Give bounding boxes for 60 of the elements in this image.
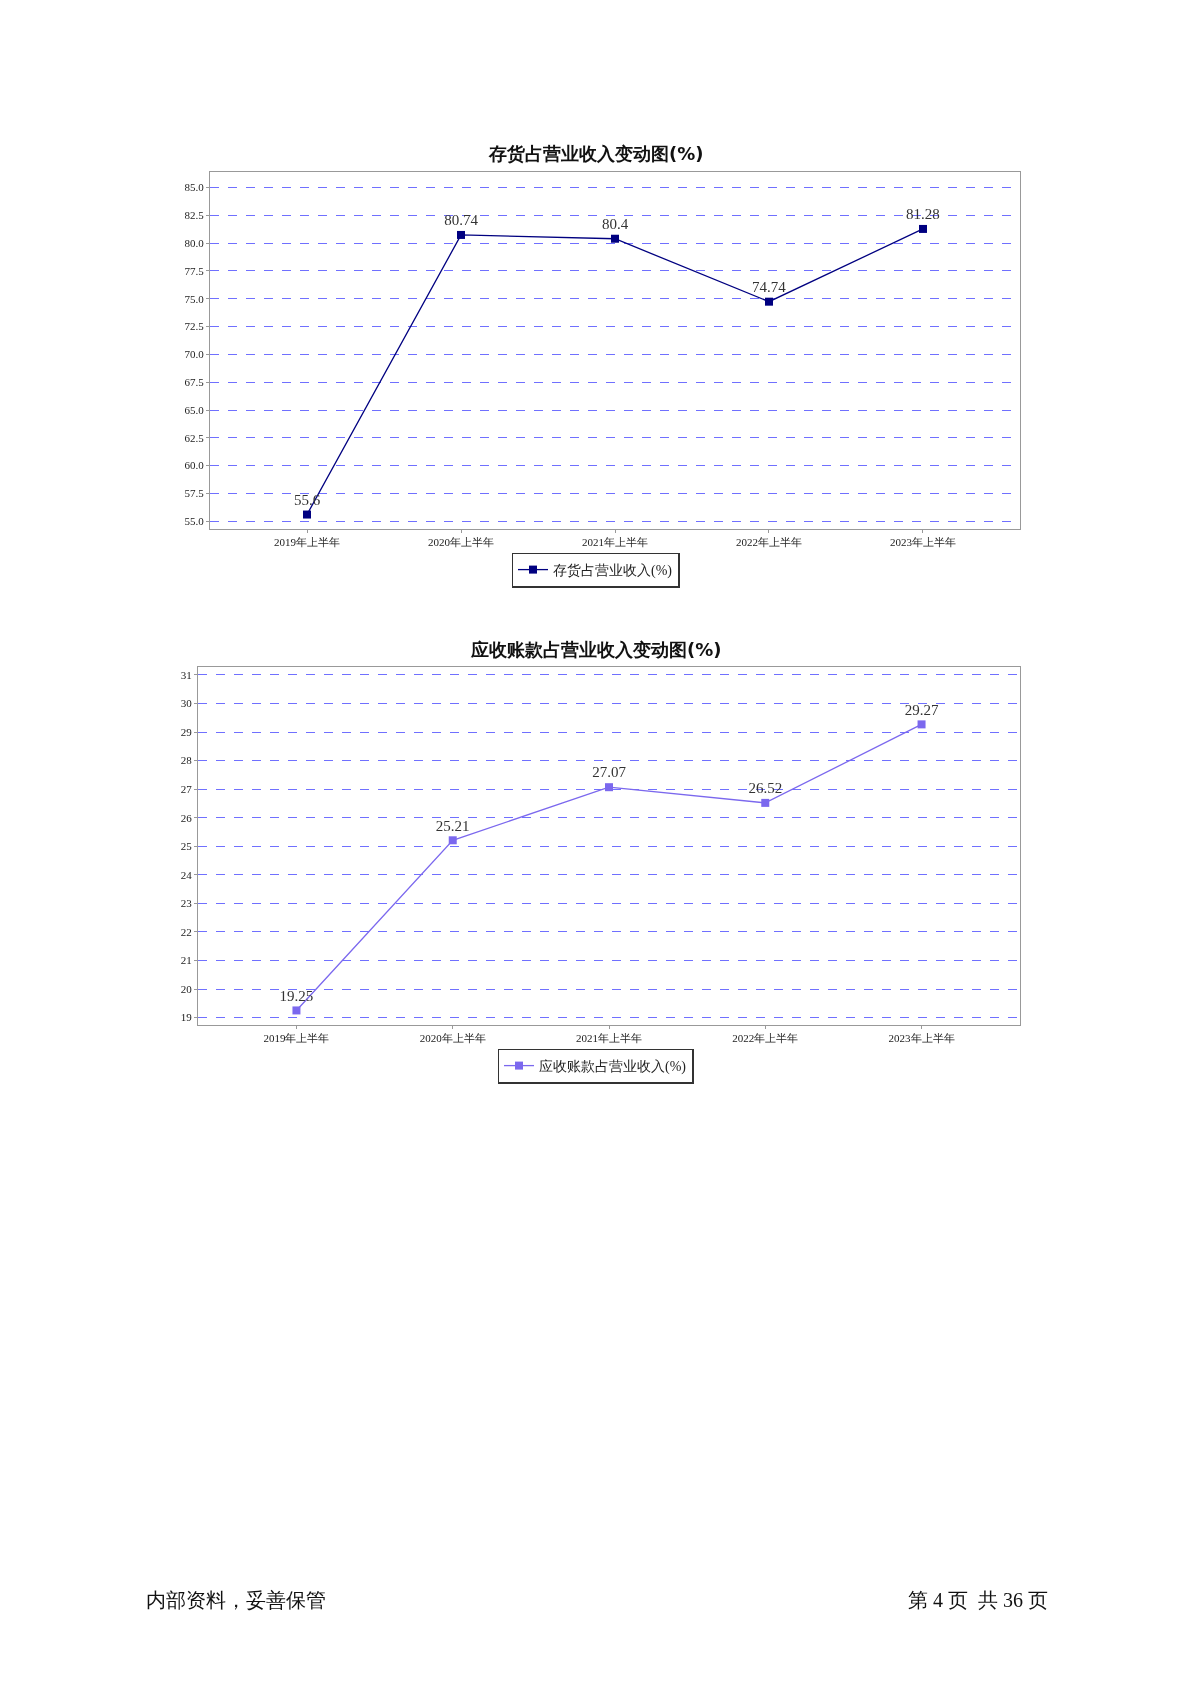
y-tick-label: 65.0: [184, 403, 205, 416]
point: [303, 510, 312, 519]
chart-title: 存货占营业收入变动图(%): [488, 143, 704, 164]
x-tick-label: 2021年上半年: [576, 1032, 642, 1045]
y-tick-label: 20: [180, 982, 193, 995]
point: [917, 720, 926, 729]
y-tick-label: 24: [180, 868, 193, 881]
y-tick-label: 19: [180, 1011, 193, 1024]
y-tick-label: 31: [180, 668, 192, 681]
data-label: 29.27: [904, 701, 939, 718]
point: [448, 836, 457, 845]
y-tick-label: 27: [180, 783, 193, 796]
y-tick-label: 30: [180, 697, 193, 710]
y-tick-label: 85.0: [184, 181, 205, 194]
x-tick-label: 2022年上半年: [732, 1032, 799, 1045]
x-tick-label: 2021年上半年: [582, 536, 648, 549]
text: 内部资料，妥善保管: [146, 1589, 326, 1611]
y-tick-label: 57.5: [184, 487, 205, 500]
y-tick-label: 70.0: [184, 348, 205, 361]
y-tick-label: 77.5: [184, 264, 205, 277]
y-tick-label: 29: [180, 725, 193, 738]
y-tick-label: 55.0: [184, 515, 205, 528]
x-tick-label: 2023年上半年: [888, 1032, 955, 1045]
data-label: 80.4: [601, 215, 629, 232]
x-tick-label: 2019年上半年: [263, 1032, 330, 1045]
point: [761, 798, 770, 807]
y-tick-label: 26: [180, 811, 193, 824]
x-tick-label: 2020年上半年: [419, 1032, 486, 1045]
y-tick-label: 80.0: [184, 237, 205, 250]
point: [764, 297, 773, 306]
data-label: 80.74: [444, 212, 479, 229]
x-tick-label: 2023年上半年: [889, 536, 956, 549]
x-tick-label: 2022年上半年: [735, 536, 802, 549]
chart-title: 应收账款占营业收入变动图(%): [470, 639, 722, 660]
y-tick-label: 25: [180, 840, 193, 853]
y-tick-label: 21: [180, 954, 192, 967]
data-label: 74.74: [752, 278, 787, 295]
y-tick-label: 28: [180, 754, 193, 767]
legend-label: 存货占营业收入(%): [553, 563, 673, 580]
x-tick-label: 2020年上半年: [428, 536, 495, 549]
y-tick-label: 82.5: [184, 209, 205, 222]
point: [918, 224, 927, 233]
point: [292, 1006, 301, 1015]
data-label: 81.28: [906, 206, 940, 223]
y-tick-label: 75.0: [184, 292, 205, 305]
y-tick-label: 22: [180, 925, 192, 938]
point: [605, 783, 613, 792]
y-tick-label: 72.5: [184, 320, 205, 333]
data-label: 26.52: [748, 780, 783, 797]
y-tick-label: 67.5: [184, 376, 205, 389]
y-tick-label: 62.5: [184, 431, 205, 444]
x-tick-label: 2019年上半年: [274, 536, 341, 549]
legend-label: 应收账款占营业收入(%): [539, 1059, 687, 1076]
data-label: 27.07: [592, 764, 627, 781]
data-label: 25.21: [435, 817, 470, 834]
y-tick-label: 23: [180, 897, 193, 910]
point: [611, 234, 619, 243]
point: [457, 230, 466, 239]
y-tick-label: 60.0: [184, 459, 205, 472]
text: 第 4 页 共 36 页: [908, 1589, 1048, 1611]
